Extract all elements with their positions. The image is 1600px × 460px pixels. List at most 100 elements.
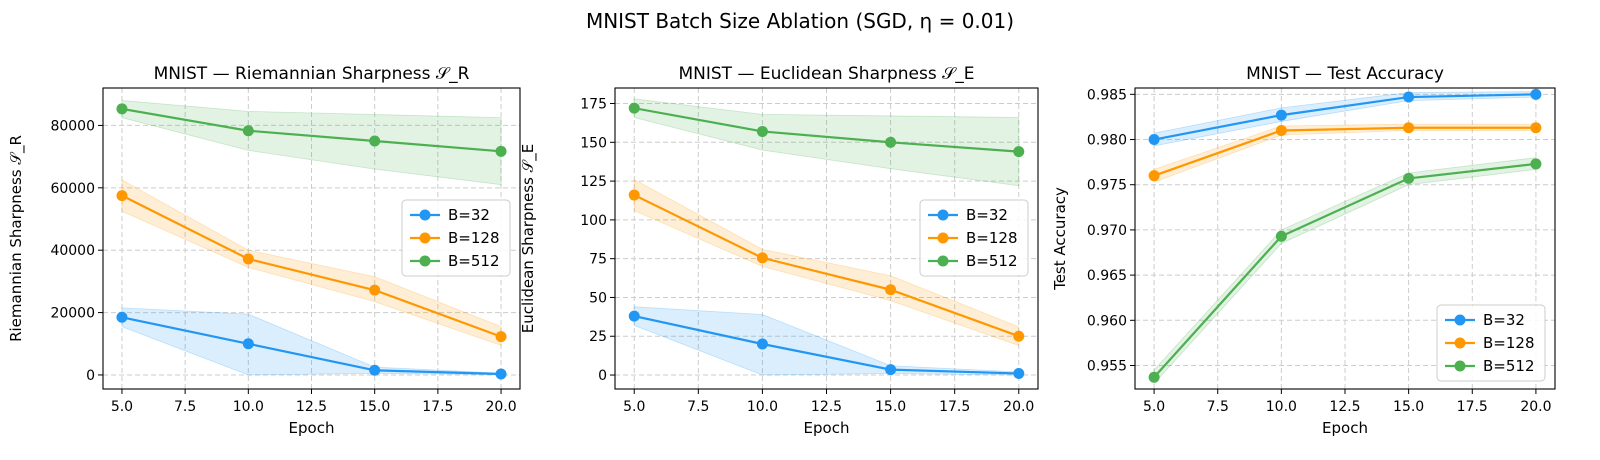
legend-label: B=512	[448, 252, 500, 270]
y-tick-label: 0	[598, 368, 607, 384]
legend-frame	[919, 199, 1029, 277]
legend-label: B=128	[448, 229, 500, 247]
data-point-B=128	[628, 189, 640, 201]
x-tick-label: 7.5	[174, 399, 196, 415]
y-tick-label: 0.965	[1087, 268, 1127, 284]
series-line-B=128	[633, 194, 1020, 338]
data-point-B=512	[242, 125, 254, 137]
series-line-B=512	[1153, 162, 1537, 378]
x-tick-label: 15.0	[359, 399, 390, 415]
x-tick-label: 17.5	[1457, 399, 1488, 415]
subplot-title: MNIST — Riemannian Sharpness 𝒮_R	[154, 64, 470, 84]
series-line-B=32	[121, 316, 502, 376]
data-point-B=512	[1013, 146, 1025, 158]
legend-label: B=32	[1483, 311, 1525, 329]
data-point-B=512	[885, 136, 897, 148]
band-B=512	[633, 98, 1020, 187]
data-point-B=512	[1530, 158, 1542, 170]
x-tick-label: 5.0	[623, 399, 645, 415]
series-line-B=128	[1153, 126, 1536, 177]
x-tick-label: 20.0	[1003, 399, 1034, 415]
y-tick-label: 125	[580, 174, 607, 190]
legend-label: B=512	[1483, 357, 1535, 375]
x-axis-label: Epoch	[1322, 419, 1368, 437]
x-tick-label: 12.5	[811, 399, 842, 415]
x-tick-label: 5.0	[111, 399, 133, 415]
series-line-B=32	[633, 315, 1019, 375]
legend: B=32 B=128 B=512	[919, 199, 1029, 277]
band-B=128	[633, 178, 1020, 347]
data-point-B=128	[1275, 124, 1287, 136]
legend-marker-B=128	[937, 232, 949, 244]
y-tick-label: 40000	[50, 243, 95, 259]
band-B=512	[121, 100, 502, 186]
data-point-B=32	[1530, 88, 1542, 100]
x-axis-label: Epoch	[289, 419, 335, 437]
x-tick-label: 10.0	[1266, 399, 1297, 415]
data-point-B=32	[885, 364, 897, 376]
subplot-1: 5.0 7.5 10.0 12.5 15.0 17.5 20.0 0 20000 40000 600…	[7, 64, 521, 437]
data-point-B=512	[756, 125, 768, 137]
series-line-B=128	[121, 194, 502, 338]
legend-label: B=512	[966, 252, 1018, 270]
data-point-B=32	[242, 338, 254, 350]
y-tick-label: 150	[580, 135, 607, 151]
data-point-B=128	[1530, 122, 1542, 134]
data-point-B=128	[1013, 330, 1025, 342]
y-tick-label: 0.975	[1087, 178, 1127, 194]
series-line-B=512	[634, 107, 1019, 153]
y-tick-label: 0	[86, 368, 95, 384]
data-point-B=128	[116, 190, 128, 202]
data-point-B=512	[116, 103, 128, 115]
subplot-title: MNIST — Test Accuracy	[1246, 64, 1444, 84]
legend-label: B=128	[1483, 334, 1535, 352]
legend-marker-B=32	[937, 209, 949, 221]
x-tick-label: 7.5	[687, 399, 709, 415]
series-line-B=512	[121, 107, 502, 153]
x-tick-label: 5.0	[1143, 399, 1165, 415]
y-tick-label: 0.985	[1087, 87, 1127, 103]
data-point-B=128	[495, 331, 507, 343]
y-tick-label: 0.980	[1087, 133, 1127, 149]
data-point-B=512	[495, 145, 507, 157]
y-tick-label: 0.955	[1087, 358, 1127, 374]
x-tick-label: 12.5	[296, 399, 327, 415]
data-point-B=32	[1148, 134, 1160, 146]
data-point-B=128	[242, 253, 254, 265]
x-tick-label: 17.5	[422, 399, 453, 415]
legend: B=32 B=128 B=512	[401, 199, 511, 277]
x-tick-label: 20.0	[1520, 399, 1551, 415]
y-tick-label: 175	[580, 97, 607, 113]
data-point-B=32	[628, 310, 640, 322]
legend-label: B=32	[966, 206, 1008, 224]
data-point-B=32	[756, 338, 768, 350]
x-tick-label: 10.0	[233, 399, 264, 415]
data-point-B=32	[116, 311, 128, 323]
legend-marker-B=128	[419, 232, 431, 244]
data-point-B=512	[1275, 230, 1287, 242]
x-tick-label: 12.5	[1329, 399, 1360, 415]
legend-marker-B=512	[937, 255, 949, 267]
y-axis-label: Test Accuracy	[1051, 187, 1069, 291]
legend-frame	[1436, 304, 1546, 382]
x-tick-label: 17.5	[939, 399, 970, 415]
y-tick-label: 60000	[50, 181, 95, 197]
x-tick-label: 10.0	[747, 399, 778, 415]
data-point-B=128	[756, 252, 768, 264]
band-B=128	[121, 179, 502, 346]
legend-marker-B=128	[1454, 337, 1466, 349]
data-point-B=32	[1403, 91, 1415, 103]
data-point-B=512	[1403, 172, 1415, 184]
y-tick-label: 50	[589, 290, 607, 306]
data-point-B=32	[369, 364, 381, 376]
data-point-B=32	[495, 368, 507, 380]
y-axis-label: Riemannian Sharpness 𝒮_R	[7, 135, 26, 342]
figure-suptitle: MNIST Batch Size Ablation (SGD, η = 0.01…	[586, 9, 1014, 33]
legend-marker-B=32	[1454, 314, 1466, 326]
legend-marker-B=512	[419, 255, 431, 267]
data-point-B=32	[1275, 109, 1287, 121]
data-point-B=512	[369, 135, 381, 147]
subplot-title: MNIST — Euclidean Sharpness 𝒮_E	[678, 64, 974, 84]
